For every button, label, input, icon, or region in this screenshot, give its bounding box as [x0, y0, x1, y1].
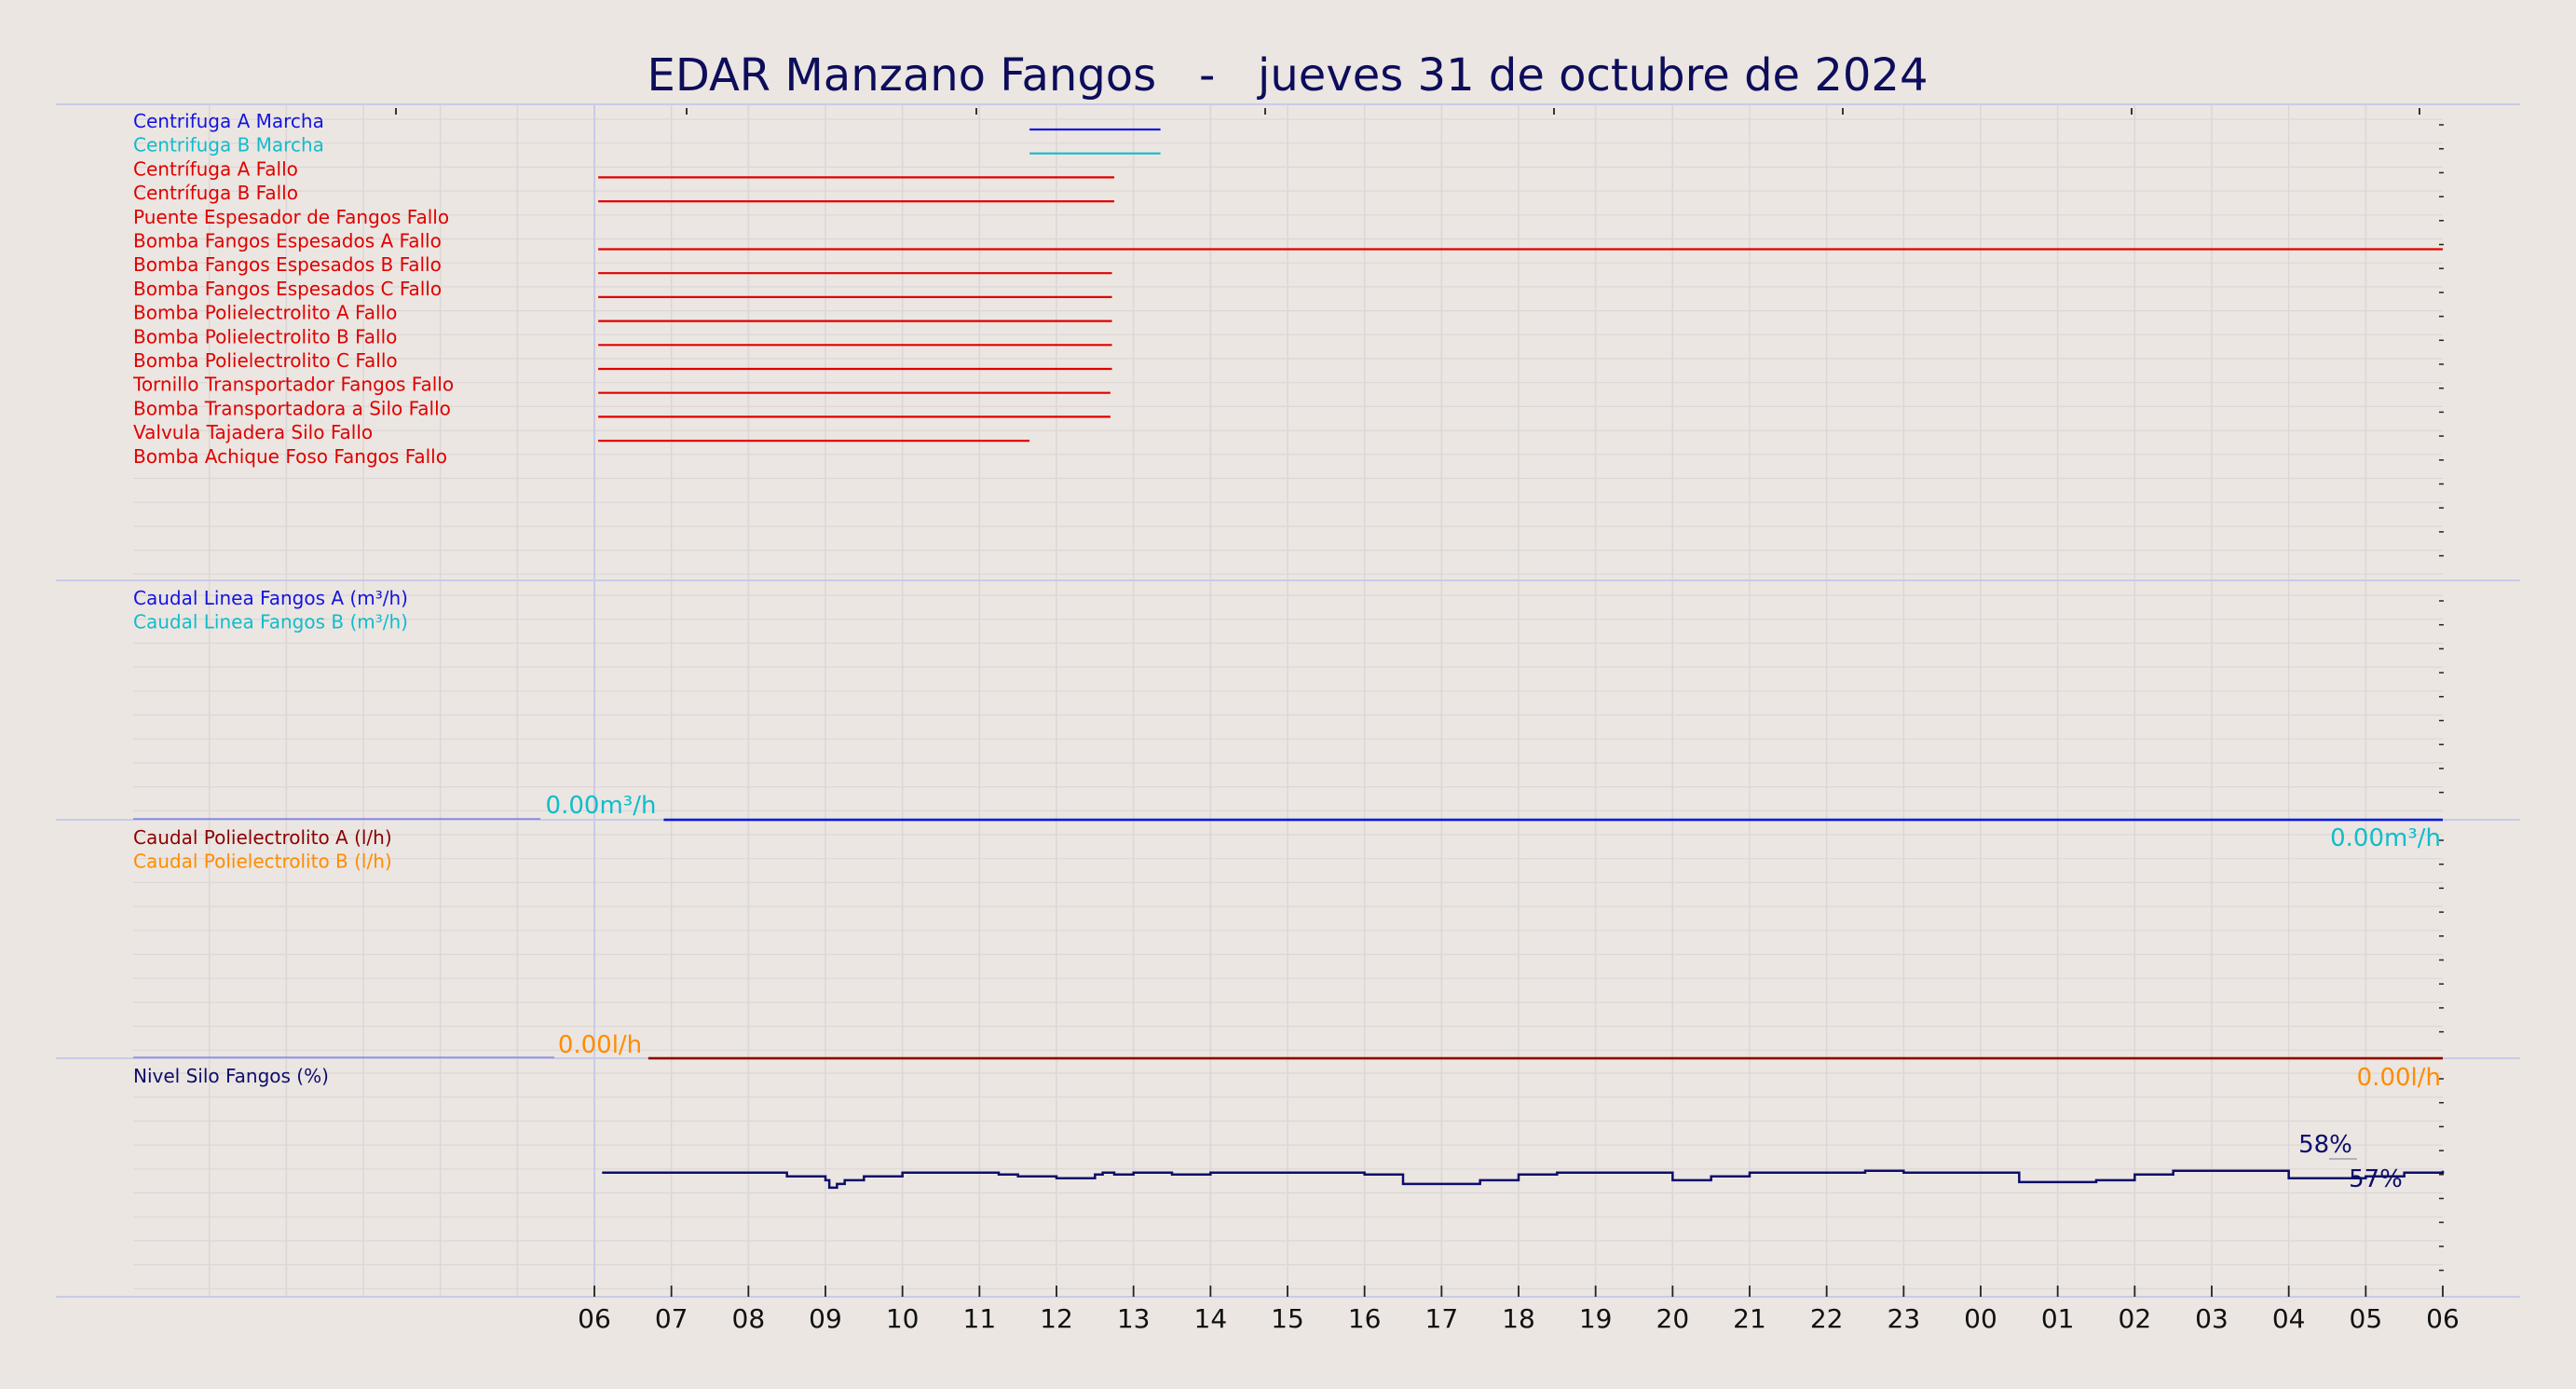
value-label-last: 57% — [2349, 1165, 2403, 1193]
x-tick-label: 16 — [1348, 1303, 1382, 1334]
x-tick-label: 10 — [886, 1303, 920, 1334]
x-tick-label: 23 — [1888, 1303, 1921, 1334]
series-label: Tornillo Transportador Fangos Fallo — [132, 374, 454, 396]
x-tick-label: 00 — [1964, 1303, 1997, 1334]
x-tick-label: 13 — [1117, 1303, 1151, 1334]
series-label: Centrifuga B Marcha — [133, 134, 324, 157]
x-tick-label: 09 — [809, 1303, 842, 1334]
x-tick-label: 07 — [655, 1303, 688, 1334]
series-label: Bomba Fangos Espesados B Fallo — [133, 253, 442, 276]
series-label: Bomba Polielectrolito B Fallo — [133, 325, 397, 347]
x-tick-label: 22 — [1810, 1303, 1844, 1334]
series-label: Caudal Linea Fangos B (m³/h) — [133, 611, 408, 633]
x-tick-label: 06 — [578, 1303, 611, 1334]
panel-poly-flow: Caudal Polielectrolito A (l/h)Caudal Pol… — [133, 826, 2443, 1092]
chart-title: EDAR Manzano Fangos - jueves 31 de octub… — [647, 49, 1929, 102]
x-tick-label: 15 — [1271, 1303, 1304, 1334]
value-label-end: 0.00l/h — [2357, 1064, 2441, 1092]
x-tick-label: 14 — [1194, 1303, 1228, 1334]
series-label: Bomba Fangos Espesados A Fallo — [133, 230, 442, 252]
series-label: Nivel Silo Fangos (%) — [133, 1065, 329, 1087]
x-tick-label: 08 — [732, 1303, 766, 1334]
x-axis: 06 07 08 09 10 11 12 13 14 15 16 17 18 19 20 21 22 23 00 01… — [578, 1286, 2460, 1334]
x-tick-label: 17 — [1425, 1303, 1459, 1334]
series-label: Centrifuga A Marcha — [133, 110, 324, 132]
x-tick-label: 02 — [2119, 1303, 2152, 1334]
x-tick-label: 03 — [2195, 1303, 2228, 1334]
series-label: Bomba Achique Foso Fangos Fallo — [133, 445, 447, 468]
series-label: Centrífuga B Fallo — [133, 182, 298, 204]
value-label-max: 58% — [2298, 1131, 2352, 1159]
series-line — [602, 1169, 2445, 1190]
series-label: Centrífuga A Fallo — [133, 157, 298, 180]
x-tick-label: 04 — [2272, 1303, 2306, 1334]
x-tick-label: 21 — [1733, 1303, 1766, 1334]
grid-lines — [133, 104, 2443, 1297]
series-label: Caudal Polielectrolito B (l/h) — [133, 851, 392, 873]
x-tick-label: 18 — [1502, 1303, 1535, 1334]
value-label-start: 0.00l/h — [558, 1031, 642, 1059]
x-tick-label: 01 — [2041, 1303, 2075, 1334]
series-label: Bomba Polielectrolito A Fallo — [133, 302, 397, 324]
x-tick-label: 12 — [1040, 1303, 1073, 1334]
value-label-end: 0.00m³/h — [2330, 824, 2441, 852]
x-tick-label: 06 — [2426, 1303, 2460, 1334]
x-tick-label: 11 — [963, 1303, 997, 1334]
panel-silo-level: Nivel Silo Fangos (%) 58% 57% — [133, 1065, 2445, 1193]
series-label: Caudal Polielectrolito A (l/h) — [133, 826, 392, 849]
x-tick-label: 05 — [2350, 1303, 2383, 1334]
series-label: Bomba Polielectrolito C Fallo — [133, 349, 398, 372]
series-label: Valvula Tajadera Silo Fallo — [133, 421, 373, 443]
series-label: Bomba Transportadora a Silo Fallo — [133, 397, 451, 419]
series-label: Puente Espesador de Fangos Fallo — [133, 206, 449, 228]
x-tick-label: 20 — [1656, 1303, 1690, 1334]
value-label-start: 0.00m³/h — [546, 792, 657, 820]
x-tick-label: 19 — [1579, 1303, 1613, 1334]
series-label: Caudal Linea Fangos A (m³/h) — [133, 587, 408, 609]
series-label: Bomba Fangos Espesados C Fallo — [133, 278, 442, 300]
panel-flow-lines: Caudal Linea Fangos A (m³/h)Caudal Linea… — [133, 587, 2443, 852]
